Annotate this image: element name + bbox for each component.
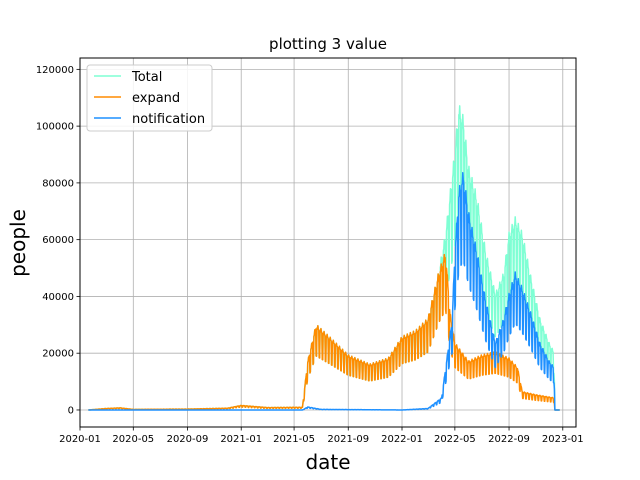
- y-tick-label: 60000: [42, 235, 74, 246]
- legend-label-total: Total: [131, 70, 162, 85]
- y-tick-label: 0: [68, 405, 74, 416]
- x-axis: 2020-01 2020-05 2020-09 2021-01 2021-05 2021-…: [59, 427, 584, 445]
- x-tick-label: 2021-09: [327, 434, 369, 445]
- y-tick-label: 120000: [36, 65, 74, 76]
- x-tick-label: 2020-05: [112, 434, 154, 445]
- legend-label-notification: notification: [132, 112, 205, 127]
- x-tick-label: 2022-05: [434, 434, 476, 445]
- x-tick-label: 2021-01: [220, 434, 262, 445]
- series-line-expand: [88, 253, 561, 411]
- y-axis: 0 20000 40000 60000 80000 100000 120000: [36, 65, 80, 416]
- x-tick-label: 2020-01: [59, 434, 101, 445]
- y-tick-label: 20000: [42, 349, 74, 360]
- series-line-notification: [88, 171, 561, 411]
- y-tick-label: 80000: [42, 178, 74, 189]
- legend-box: [86, 64, 213, 132]
- y-tick-label: 40000: [42, 292, 74, 303]
- series-layer: [88, 105, 561, 411]
- x-tick-label: 2020-09: [167, 434, 209, 445]
- x-tick-label: 2022-09: [488, 434, 530, 445]
- legend: Total expand notification: [86, 64, 213, 132]
- y-axis-label: people: [6, 209, 30, 277]
- x-tick-label: 2022-01: [381, 434, 423, 445]
- legend-label-expand: expand: [132, 91, 180, 106]
- chart-title: plotting 3 value: [269, 35, 387, 53]
- x-tick-label: 2023-01: [542, 434, 584, 445]
- y-tick-label: 100000: [36, 122, 74, 133]
- x-tick-label: 2021-05: [273, 434, 315, 445]
- x-axis-label: date: [305, 450, 350, 474]
- plot-frame: [79, 57, 577, 428]
